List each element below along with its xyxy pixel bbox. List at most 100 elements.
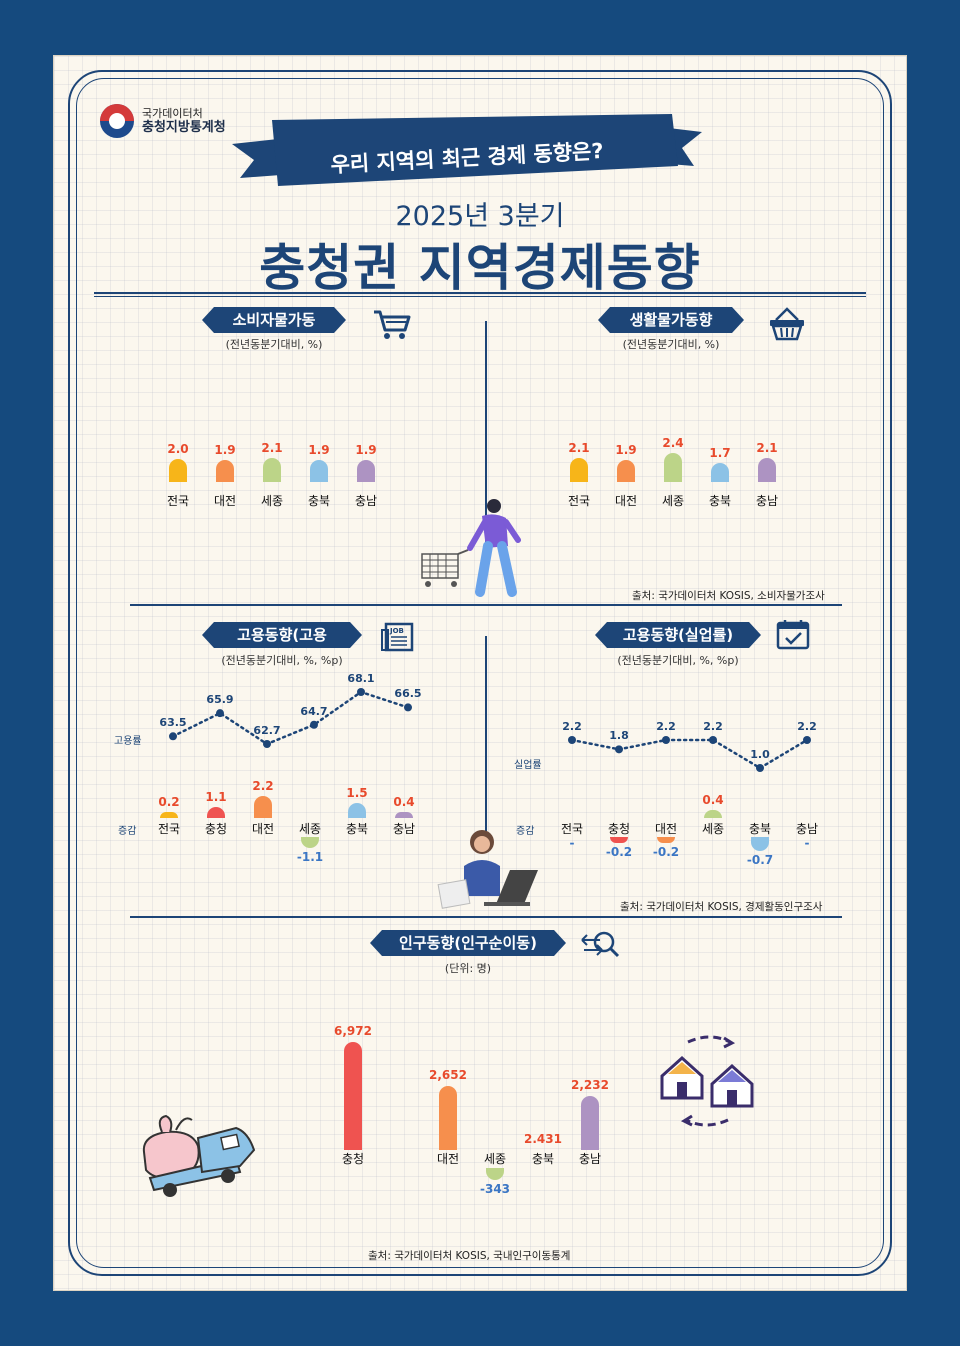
cpi-value-1: 1.9 [214,443,236,458]
living-bar-0 [570,457,588,482]
population-bar-4 [581,1096,599,1150]
calendar-check-icon [776,620,810,650]
unemployment-rate-point-1 [615,745,623,754]
cpi-bar-2 [263,457,281,482]
ribbon-banner [232,114,702,186]
title-divider-thin [94,296,866,297]
employment-change-bar-3 [301,837,319,848]
population-region-0: 충청 [341,1152,365,1166]
unemployment-rate-value-0: 2.2 [562,720,582,733]
employment-change-label: 증감 [118,826,137,837]
employment-change-bar-0 [160,812,178,818]
unemployment-change-region-5: 충남 [795,822,819,836]
living-region-2: 세종 [661,494,685,508]
population-value-3: 2.431 [524,1131,562,1146]
unemployment-change-region-0: 전국 [560,822,584,836]
unemployment-change-bar-4 [751,837,769,851]
houses-migration-illustration [660,1035,754,1127]
employment-unit: (전년동분기대비, %, %p) [221,654,343,667]
basket-icon [770,307,804,341]
employment-change-value-0: 0.2 [158,795,180,809]
employment-rate-label: 고용률 [114,736,142,747]
cpi-region-0: 전국 [166,494,190,508]
employment-change-region-0: 전국 [157,822,181,836]
population-region-2: 세종 [483,1152,507,1166]
living-value-4: 2.1 [756,440,778,455]
employment-rate-point-2 [263,740,271,748]
unemployment-rate-value-4: 1.0 [750,748,770,761]
employment-change-value-5: 0.4 [393,795,415,809]
living-bar-3 [711,463,729,482]
living-value-3: 1.7 [709,446,731,461]
living-value-0: 2.1 [568,440,590,455]
employment-change-region-2: 대전 [251,822,275,836]
unemployment-change-region-3: 세종 [701,822,725,836]
unemployment-tag: 고용동향(실업률) [595,622,761,648]
employment-rate-value-3: 64.7 [300,704,328,718]
unemployment-change-value-2: -0.2 [652,845,680,859]
cpi-unit: (전년동분기대비, %) [225,338,323,351]
agency-logo: 국가데이터처 충청지방통계청 [100,104,226,138]
migration-search-icon [581,931,620,958]
living-value-1: 1.9 [615,443,637,458]
price-source: 출처: 국가데이터처 KOSIS, 소비자물가조사 [632,590,825,602]
cpi-value-4: 1.9 [355,443,377,458]
living-region-3: 충북 [708,494,732,508]
employment-rate-point-5 [404,703,412,712]
employment-change-value-3: -1.1 [296,850,324,864]
unemployment-change-bar-1 [610,837,628,843]
unemployment-change-region-1: 충청 [607,822,631,836]
unemployment-unit: (전년동분기대비, %, %p) [617,654,739,667]
living-value-2: 2.4 [662,436,684,451]
outer-frame [68,70,892,1276]
employment-rate-value-1: 65.9 [206,693,234,707]
rate-lines [169,688,811,772]
svg-text:JOB: JOB [389,627,404,635]
unemployment-change-value-5: - [804,836,810,850]
cpi-region-3: 충북 [307,494,331,508]
employment-change-bar-4 [348,803,366,818]
shopper-illustration [421,499,521,597]
employment-change-region-1: 충청 [204,822,228,836]
unemployment-change-value-0: - [569,836,575,850]
shopping-cart-icon [374,310,411,339]
population-tag: 인구동향(인구순이동) [370,930,566,956]
unemployment-rate-point-5 [803,736,811,744]
living-region-4: 충남 [755,494,779,508]
period-subtitle: 2025년 3분기 [395,201,565,232]
unemployment-change-bar-3 [704,810,722,818]
unemployment-rate-value-5: 2.2 [797,720,817,733]
population-region-3: 충북 [531,1152,555,1166]
unemployment-rate-point-2 [662,736,670,744]
employment-rate-point-0 [169,732,177,741]
unemployment-rate-point-3 [709,736,717,744]
population-bar-1 [439,1086,457,1150]
living-tag: 생활물가동향 [598,307,744,333]
employment-rate-value-0: 63.5 [159,716,187,730]
unemployment-change-region-4: 충북 [748,822,772,836]
employment-divider [485,636,487,841]
cpi-value-0: 2.0 [167,442,189,456]
employment-change-region-3: 세종 [298,822,322,836]
employment-change-bar-2 [254,796,272,818]
population-value-1: 2,652 [429,1068,467,1082]
agency-subname: 충청지방통계청 [142,120,226,135]
unemployment-change-value-1: -0.2 [605,845,633,859]
moving-truck-illustration [142,1114,256,1197]
cpi-region-1: 대전 [213,494,237,508]
employment-rate-point-3 [310,720,318,729]
living-bar-4 [758,457,776,482]
page-title: 충청권 지역경제동향 [259,239,701,297]
employment-rate-value-4: 68.1 [347,672,375,685]
living-bar-2 [664,453,682,482]
employment-rate-value-5: 66.5 [394,687,422,701]
employment-change-value-1: 1.1 [205,790,227,804]
employment-change-bar-1 [207,807,225,818]
employment-change-region-4: 충북 [345,822,369,836]
inner-frame [76,78,884,1268]
employment-change-bar-5 [395,812,413,818]
employment-change-value-4: 1.5 [346,786,368,800]
unemployment-rate-label: 실업률 [514,760,542,771]
cpi-value-2: 2.1 [261,440,283,455]
cpi-bar-0 [169,459,187,482]
